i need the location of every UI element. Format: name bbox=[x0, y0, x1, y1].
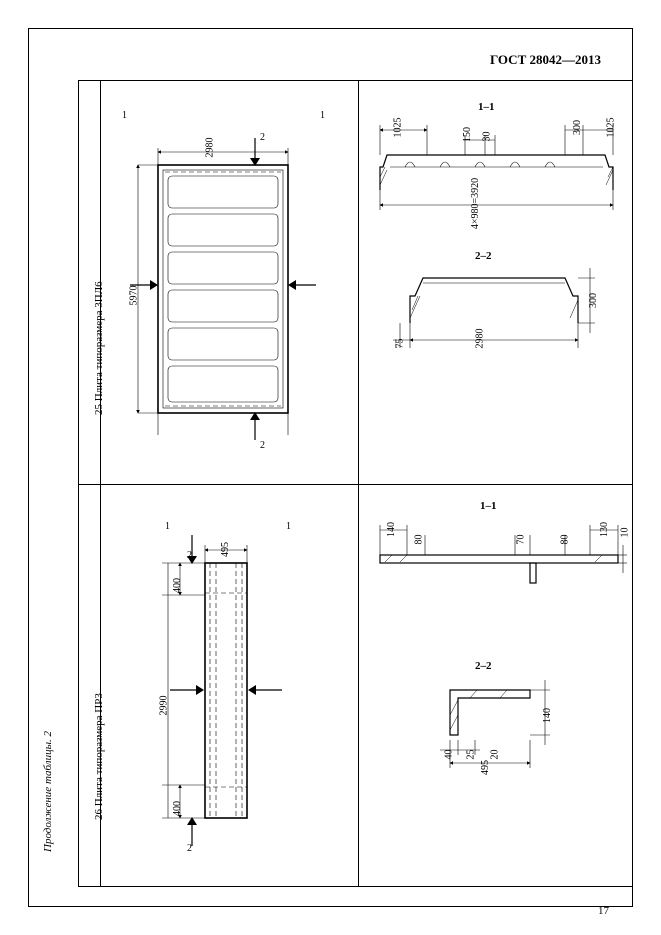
row25-plan-svg bbox=[110, 90, 355, 480]
r26-sec11-label: 1–1 bbox=[480, 500, 497, 512]
d-495p: 495 bbox=[220, 542, 231, 557]
page-number: 17 bbox=[598, 905, 609, 917]
d-495s: 495 bbox=[480, 760, 491, 775]
row25-sec22-label: 2–2 bbox=[475, 250, 492, 262]
d-series: 4×980=3920 bbox=[470, 178, 481, 229]
d-140r: 140 bbox=[542, 708, 553, 723]
d-25: 25 bbox=[466, 750, 477, 760]
r26-m2t: 2 bbox=[187, 550, 192, 561]
row26-plan-svg bbox=[110, 495, 355, 880]
row25-sec1-l: 1 bbox=[122, 110, 127, 121]
d-1025l: 1025 bbox=[393, 118, 404, 138]
r26-sec22-label: 2–2 bbox=[475, 660, 492, 672]
d-80r: 80 bbox=[560, 535, 571, 545]
row26-title: 26 Плита типоразмера ПР3 bbox=[93, 693, 105, 820]
row25-sec11-label: 1–1 bbox=[478, 101, 495, 113]
h-divider-rows bbox=[78, 484, 633, 485]
row25-sec22-svg bbox=[385, 248, 615, 388]
row26-sec22-svg bbox=[420, 655, 600, 785]
d-400l: 400 bbox=[172, 578, 183, 593]
standard-header: ГОСТ 28042—2013 bbox=[490, 52, 601, 68]
table-caption: Продолжение таблицы. 2 bbox=[42, 731, 54, 852]
d-80l: 80 bbox=[414, 535, 425, 545]
d-2980: 2980 bbox=[475, 329, 486, 349]
r26-m1l: 1 bbox=[165, 521, 170, 532]
d-150: 150 bbox=[462, 127, 473, 142]
row26-sec11-svg bbox=[365, 495, 630, 655]
row25-plan-width: 2980 bbox=[205, 138, 216, 158]
d-300: 300 bbox=[572, 120, 583, 135]
row25-sec1-r: 1 bbox=[320, 110, 325, 121]
d-30: 30 bbox=[482, 132, 493, 142]
d-10: 10 bbox=[620, 528, 631, 538]
r26-m1r: 1 bbox=[286, 521, 291, 532]
row25-sec2-t: 2 bbox=[260, 132, 265, 143]
row25-plan-length: 5970 bbox=[129, 286, 140, 306]
row25-title: 25 Плита типоразмера 3ПЛ6 bbox=[93, 281, 105, 415]
d-75: 75 bbox=[395, 339, 406, 349]
d-130: 130 bbox=[599, 522, 610, 537]
d-400r: 400 bbox=[172, 801, 183, 816]
d-1025r: 1025 bbox=[606, 118, 617, 138]
row25-sec11-svg bbox=[365, 95, 630, 265]
d-2990: 2990 bbox=[159, 696, 170, 716]
d-300b: 300 bbox=[588, 293, 599, 308]
row25-sec2-b: 2 bbox=[260, 440, 265, 451]
d-140l: 140 bbox=[386, 522, 397, 537]
d-20: 20 bbox=[490, 750, 501, 760]
d-40: 40 bbox=[444, 750, 455, 760]
r26-m2b: 2 bbox=[187, 843, 192, 854]
d-70: 70 bbox=[516, 535, 527, 545]
